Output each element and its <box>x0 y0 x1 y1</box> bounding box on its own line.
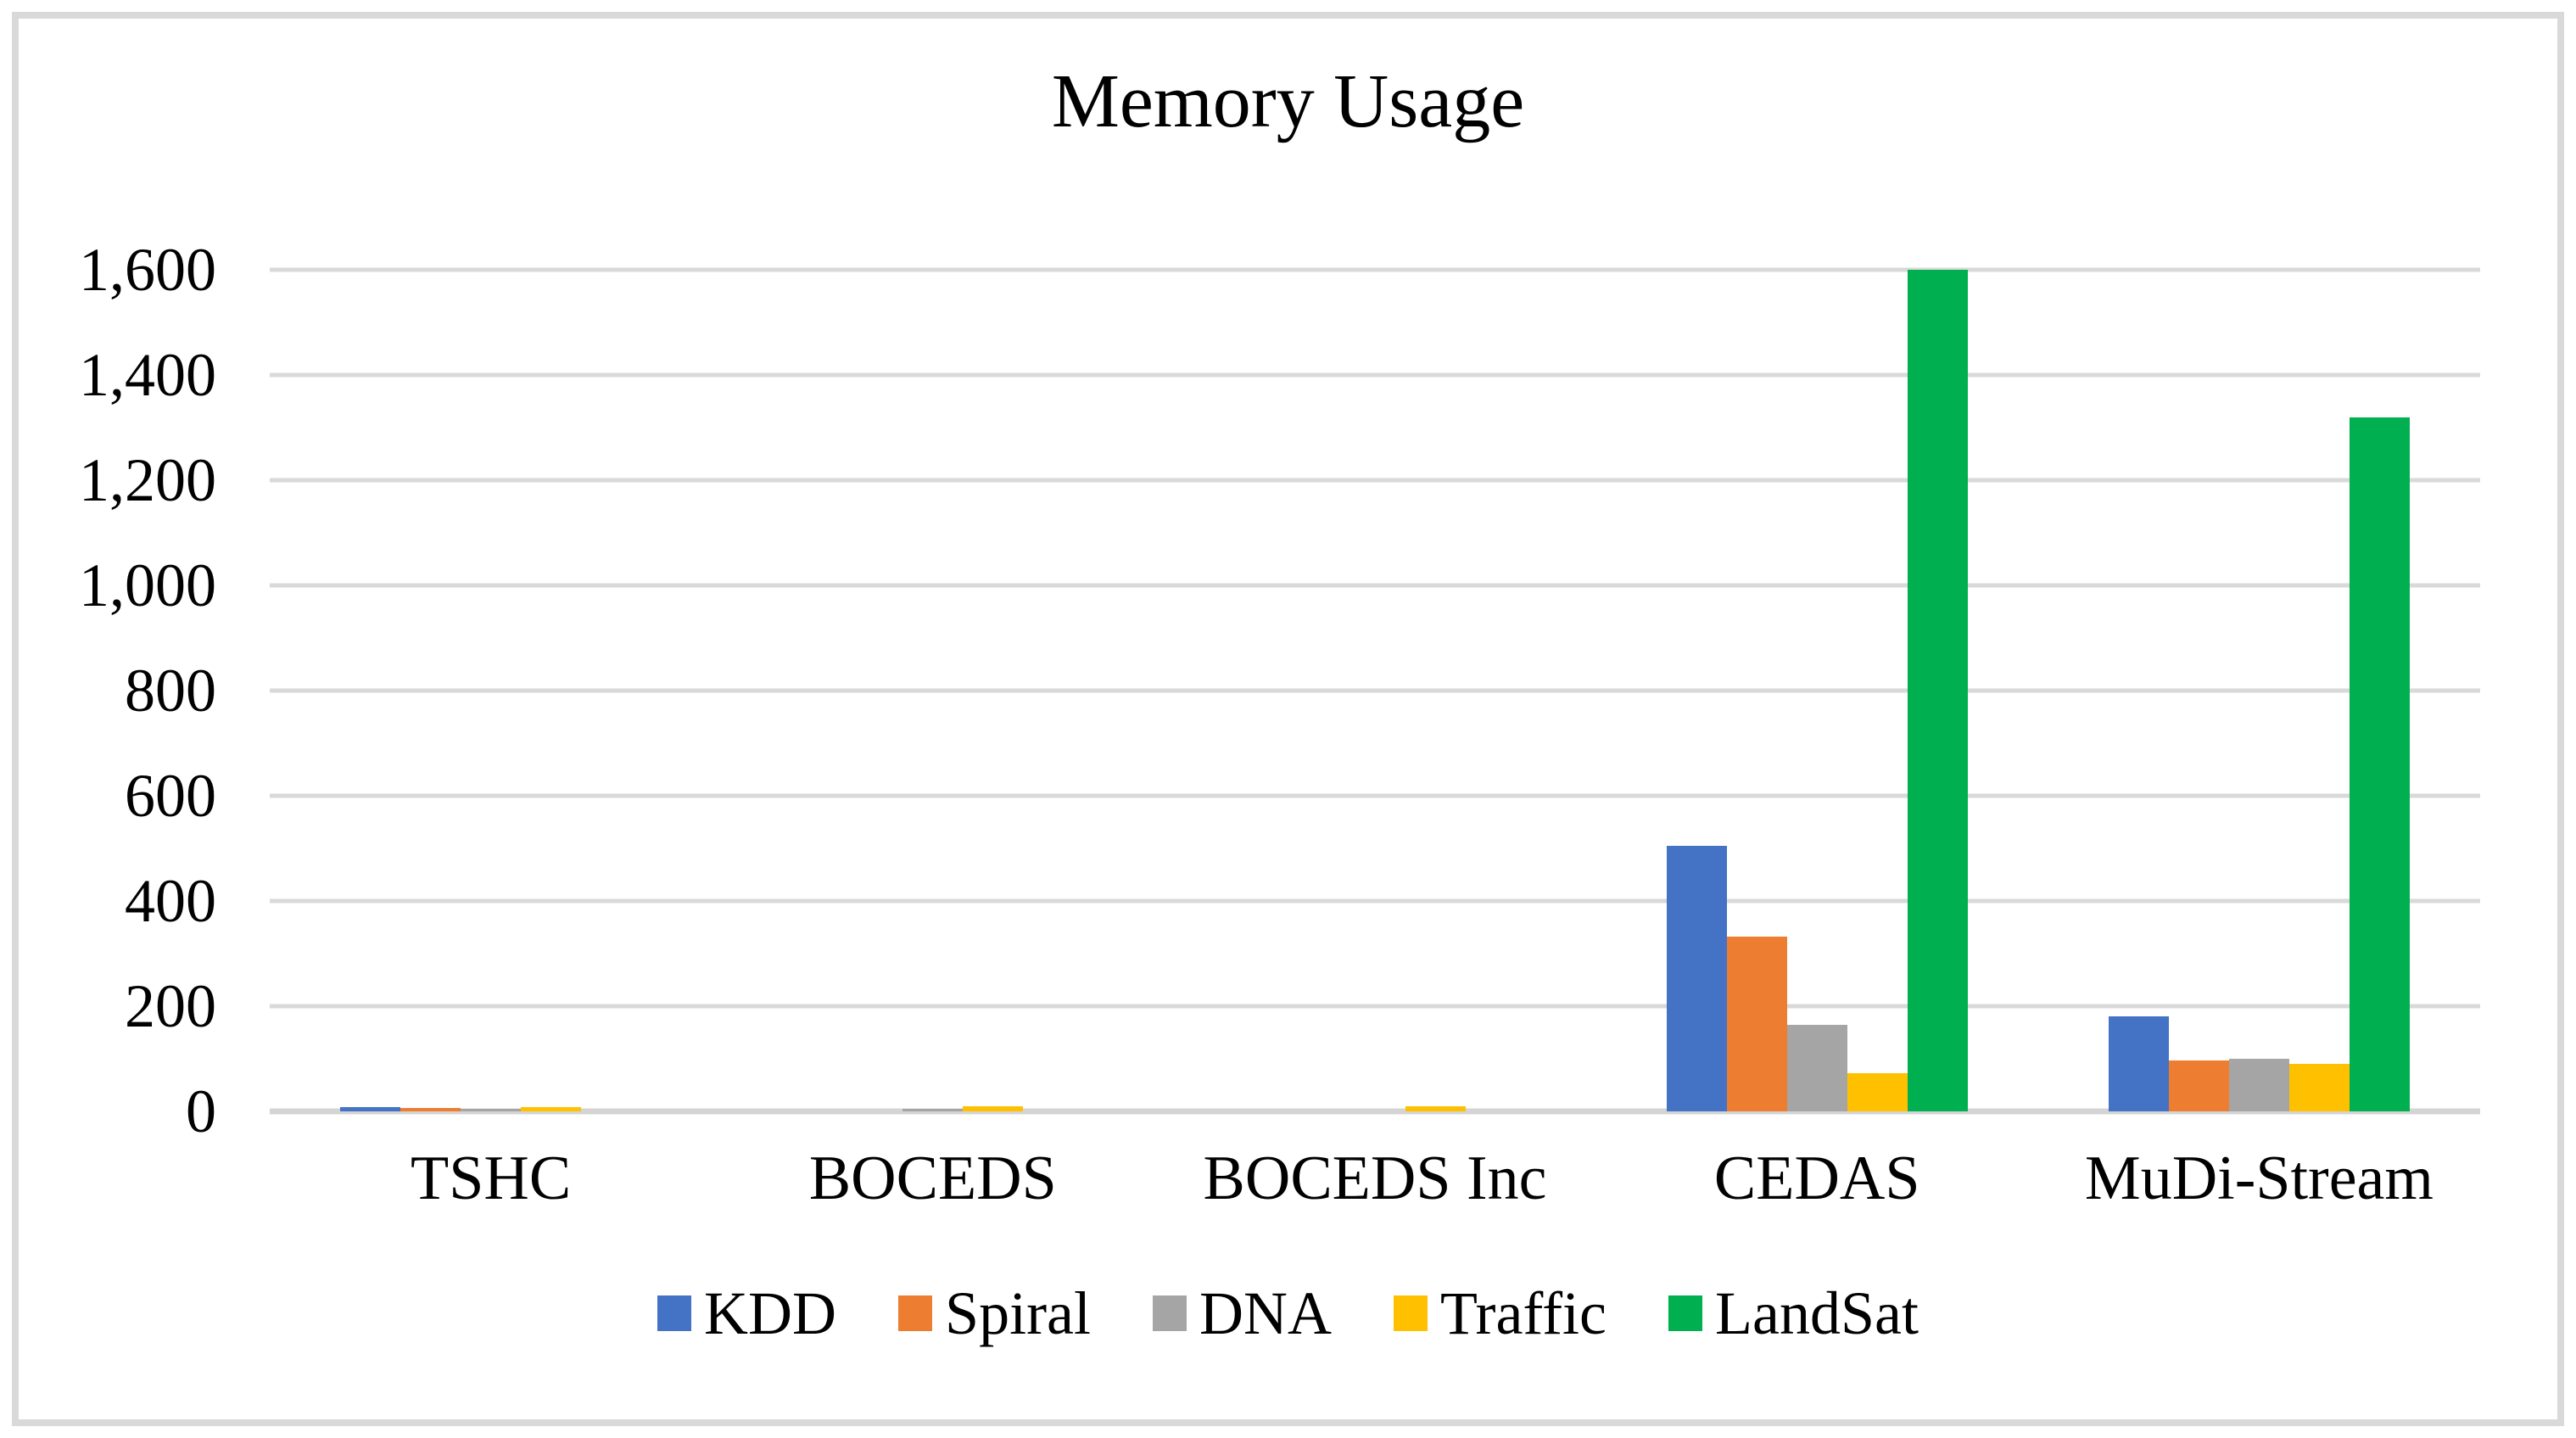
y-tick-label-0: 0 <box>186 1077 216 1145</box>
y-tick-label-200: 200 <box>125 972 216 1040</box>
legend-swatch-Spiral <box>898 1295 933 1331</box>
bar-Spiral-MuDi-Stream <box>2168 1060 2229 1111</box>
gridline-1000 <box>270 583 2480 588</box>
gridline-1600 <box>270 267 2480 272</box>
legend-item-KDD: KDD <box>657 1283 836 1344</box>
legend-swatch-LandSat <box>1668 1295 1703 1331</box>
bar-LandSat-CEDAS <box>1907 270 1968 1111</box>
y-tick-label-800: 800 <box>125 657 216 725</box>
bar-LandSat-MuDi-Stream <box>2349 417 2410 1111</box>
legend-label-Spiral: Spiral <box>945 1279 1092 1347</box>
chart-title: Memory Usage <box>1051 59 1525 143</box>
y-tick-label-400: 400 <box>125 867 216 935</box>
x-category-label-BOCEDS: BOCEDS <box>808 1144 1057 1213</box>
bar-KDD-TSHC <box>340 1107 401 1111</box>
bar-group-CEDAS <box>1596 270 2038 1111</box>
gridline-1200 <box>270 478 2480 483</box>
bar-KDD-CEDAS <box>1666 846 1727 1111</box>
y-tick-label-1400: 1,400 <box>79 341 216 409</box>
bar-KDD-MuDi-Stream <box>2108 1016 2169 1111</box>
legend-label-Traffic: Traffic <box>1440 1279 1607 1347</box>
y-tick-label-1000: 1,000 <box>79 551 216 619</box>
legend-item-LandSat: LandSat <box>1668 1283 1919 1344</box>
legend-label-KDD: KDD <box>704 1279 837 1347</box>
gridline-0 <box>270 1108 2480 1115</box>
gridline-800 <box>270 688 2480 693</box>
x-axis-labels: TSHC BOCEDS BOCEDS Inc CEDAS MuDi-Stream <box>270 1147 2480 1210</box>
bar-Traffic-MuDi-Stream <box>2288 1064 2350 1111</box>
bar-Spiral-TSHC <box>400 1108 461 1111</box>
x-category-label-MuDi-Stream: MuDi-Stream <box>2084 1144 2434 1213</box>
bar-DNA-BOCEDS <box>902 1109 964 1111</box>
legend-swatch-DNA <box>1153 1295 1187 1331</box>
gridline-400 <box>270 898 2480 904</box>
bar-Traffic-CEDAS <box>1847 1073 1908 1111</box>
bar-group-BOCEDS Inc <box>1154 270 1595 1111</box>
bar-DNA-CEDAS <box>1786 1025 1847 1111</box>
bar-group-MuDi-Stream <box>2038 270 2480 1111</box>
legend-label-DNA: DNA <box>1199 1279 1333 1347</box>
plot-area <box>270 267 2480 1115</box>
bar-DNA-TSHC <box>461 1109 522 1111</box>
legend-item-DNA: DNA <box>1153 1283 1332 1344</box>
legend-label-LandSat: LandSat <box>1715 1279 1919 1347</box>
y-axis-labels: 0 200 400 600 800 1,000 1,200 1,400 1,600 <box>34 239 216 1142</box>
bar-Traffic-TSHC <box>521 1107 582 1111</box>
gridline-1400 <box>270 372 2480 378</box>
x-category-label-BOCEDS Inc: BOCEDS Inc <box>1203 1144 1547 1213</box>
gridline-600 <box>270 793 2480 798</box>
y-tick-label-600: 600 <box>125 762 216 830</box>
legend-swatch-Traffic <box>1394 1295 1428 1331</box>
bar-DNA-MuDi-Stream <box>2228 1059 2289 1111</box>
gridline-200 <box>270 1004 2480 1009</box>
y-tick-label-1600: 1,600 <box>79 236 216 304</box>
legend: KDD Spiral DNA Traffic LandSat <box>0 1283 2576 1344</box>
legend-item-Traffic: Traffic <box>1394 1283 1607 1344</box>
x-category-label-TSHC: TSHC <box>411 1144 572 1213</box>
y-tick-label-1200: 1,200 <box>79 446 216 514</box>
bar-Traffic-BOCEDS Inc <box>1405 1106 1466 1111</box>
bar-Spiral-CEDAS <box>1726 937 1787 1111</box>
legend-item-Spiral: Spiral <box>898 1283 1091 1344</box>
chart-frame <box>12 12 2564 1426</box>
bar-Traffic-BOCEDS <box>963 1106 1024 1111</box>
x-category-label-CEDAS: CEDAS <box>1713 1144 1920 1213</box>
bar-group-BOCEDS <box>712 270 1154 1111</box>
bar-groups <box>270 270 2480 1111</box>
legend-swatch-KDD <box>657 1295 692 1331</box>
bar-group-TSHC <box>270 270 712 1111</box>
